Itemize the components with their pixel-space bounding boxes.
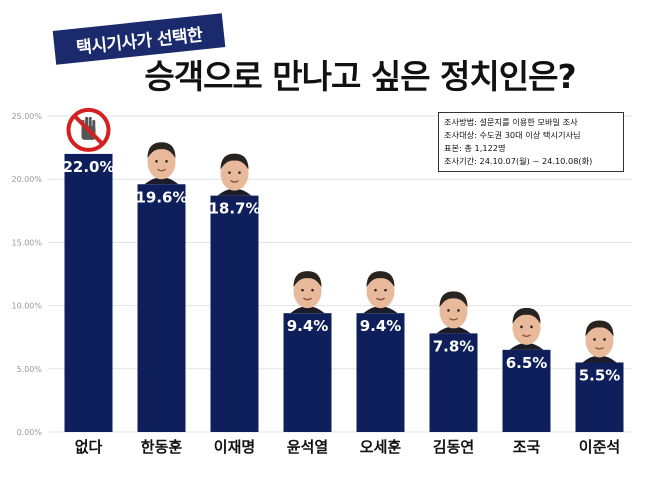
bar-value-label: 7.8% xyxy=(433,337,475,355)
portrait-icon xyxy=(363,271,398,314)
category-label: 한동훈 xyxy=(141,438,183,456)
bar-value-label: 22.0% xyxy=(62,158,114,176)
bar xyxy=(356,313,405,432)
portrait-icon xyxy=(582,320,617,363)
survey-period: 조사기간: 24.10.07(월) ~ 24.10.08(화) xyxy=(444,156,593,166)
y-tick-label: 20.00% xyxy=(11,175,42,184)
bar xyxy=(502,349,551,432)
bar xyxy=(137,184,186,432)
x-axis-labels: 없다 한동훈 이재명 윤석열 오세훈 김동연 조국 이준석 xyxy=(75,438,621,456)
y-tick-label: 5.00% xyxy=(17,365,43,374)
category-label: 없다 xyxy=(75,438,103,456)
portrait-icon xyxy=(509,307,544,350)
y-tick-label: 10.00% xyxy=(11,302,42,311)
category-label: 오세훈 xyxy=(360,438,402,456)
category-label: 조국 xyxy=(513,438,541,456)
bar-value-label: 19.6% xyxy=(135,188,187,206)
bar xyxy=(283,313,332,432)
category-label: 김동연 xyxy=(433,438,474,456)
y-tick-label: 25.00% xyxy=(11,112,42,121)
portrait-icon xyxy=(144,142,179,185)
y-tick-label: 0.00% xyxy=(17,428,43,437)
survey-target: 조사대상: 수도권 30대 이상 택시기사님 xyxy=(444,130,581,140)
bar-value-label: 6.5% xyxy=(506,354,548,372)
survey-info-box: 조사방법: 설문지를 이용한 모바일 조사 조사대상: 수도권 30대 이상 택… xyxy=(438,112,624,172)
survey-sample: 표본: 총 1,122명 xyxy=(444,143,506,153)
bar-value-label: 5.5% xyxy=(579,366,621,384)
bar xyxy=(575,362,624,432)
chart-title: 승객으로 만나고 싶은 정치인은? xyxy=(144,57,576,96)
portrait-icon xyxy=(290,271,325,314)
y-tick-label: 15.00% xyxy=(11,238,42,247)
category-label: 윤석열 xyxy=(287,438,328,456)
bars: 22.0% 19.6% 18.7% 9.4% 9.4% 7.8% 6.5% 5.5% xyxy=(62,153,624,433)
bar-value-label: 18.7% xyxy=(208,200,260,218)
bar xyxy=(64,153,113,433)
category-label: 이재명 xyxy=(214,438,255,456)
bar-value-label: 9.4% xyxy=(287,317,329,335)
portrait-icon xyxy=(436,291,471,334)
bar xyxy=(429,333,478,432)
prohibited-hand-icon xyxy=(66,107,111,152)
bar-icons xyxy=(66,107,617,363)
y-axis-ticks: 0.00% 5.00% 10.00% 15.00% 20.00% 25.00% xyxy=(11,112,42,437)
bar-value-label: 9.4% xyxy=(360,317,402,335)
survey-method: 조사방법: 설문지를 이용한 모바일 조사 xyxy=(444,117,578,127)
portrait-icon xyxy=(217,153,252,196)
category-label: 이준석 xyxy=(579,438,620,456)
bar xyxy=(210,195,259,432)
